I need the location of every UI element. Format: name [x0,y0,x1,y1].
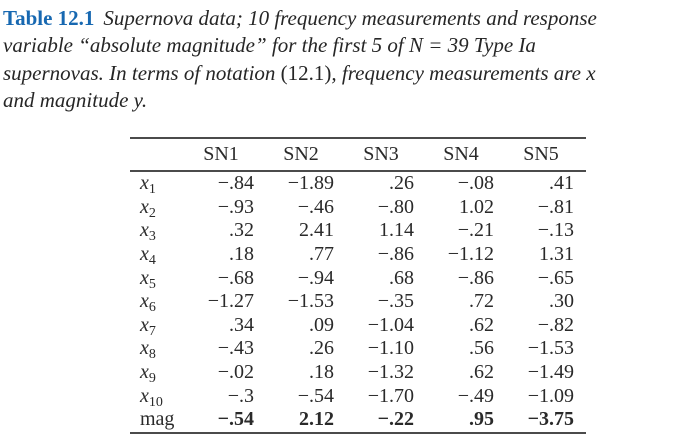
cell-value: .62 [469,313,494,336]
caption-line-3: supernovas. In terms of notation (12.1),… [3,60,677,87]
cell-value: −1.49 [527,361,574,384]
cell-value: −.02 [217,361,254,384]
cell-value: −.54 [297,384,334,407]
cell-value: −1.27 [207,290,254,313]
cell-value: −.94 [297,266,334,289]
cell-value: .18 [309,361,334,384]
cell-value: −.81 [537,195,574,218]
cell-value: −.35 [377,290,414,313]
cell-value: .68 [389,266,414,289]
cell-value: .62 [469,361,494,384]
table-row: x5 −.68 −.94 .68 −.86 −.65 [130,266,586,292]
cell-value: −.13 [537,219,574,242]
cell-value: −.68 [217,266,254,289]
row-label: x2 [140,195,156,221]
cell-value: .09 [309,313,334,336]
cell-value: .26 [389,172,414,195]
cell-value: .34 [229,313,254,336]
cell-value: .18 [229,243,254,266]
cell-value: −.80 [377,195,414,218]
cell-value: 2.12 [299,408,334,431]
cell-value: .41 [549,172,574,195]
caption-line-4: and magnitude y. [3,88,148,113]
cell-value: −1.89 [287,172,334,195]
cell-value: −.84 [217,172,254,195]
table-row: x1 −.84 −1.89 .26 −.08 .41 [130,171,586,198]
cell-value: −.65 [537,266,574,289]
column-header-sn1: SN1 [186,138,266,172]
row-label: x6 [140,290,156,316]
table-row: x10 −.3 −.54 −1.70 −.49 −1.09 [130,384,586,410]
cell-value: −.82 [537,313,574,336]
table-caption: Table 12.1 Supernova data; 10 frequency m… [3,5,677,115]
cell-value: −.43 [217,337,254,360]
row-label: x5 [140,266,156,292]
table-row: x8 −.43 .26 −1.10 .56 −1.53 [130,337,586,363]
table-number-label: Table 12.1 [3,6,95,30]
cell-value: −1.32 [367,361,414,384]
cell-value: −.93 [217,195,254,218]
column-header-sn5: SN5 [506,138,586,172]
cell-value: −1.70 [367,384,414,407]
row-label: mag [140,408,175,431]
table-row: x4 .18 .77 −.86 −1.12 1.31 [130,243,586,269]
cell-value: −1.10 [367,337,414,360]
cell-value: −.08 [457,172,494,195]
supernova-data-table: SN1 SN2 SN3 SN4 SN5 x1 −.84 −1.89 .26 −.08 .4… [130,137,586,434]
cell-value: −.49 [457,384,494,407]
header-row: SN1 SN2 SN3 SN4 SN5 [130,138,586,172]
table-row: x9 −.02 .18 −1.32 .62 −1.49 [130,361,586,387]
cell-value: .72 [469,290,494,313]
caption-text-3a: supernovas. In terms of notation [3,60,281,85]
cell-value: .26 [309,337,334,360]
cell-value: −1.12 [447,243,494,266]
cell-value: −.86 [377,243,414,266]
cell-value: 1.14 [379,219,414,242]
table-row: x3 .32 2.41 1.14 −.21 −.13 [130,219,586,245]
cell-value: .95 [469,408,494,431]
cell-value: −.54 [217,408,254,431]
cell-value: .30 [549,290,574,313]
cell-value: −.22 [377,408,414,431]
cell-value: 1.02 [459,195,494,218]
table-row: x7 .34 .09 −1.04 .62 −.82 [130,313,586,339]
row-label: x7 [140,313,156,339]
row-label: x10 [140,384,163,410]
column-header-sn3: SN3 [346,138,426,172]
row-label: x3 [140,219,156,245]
column-header-sn2: SN2 [266,138,346,172]
cell-value: .56 [469,337,494,360]
caption-line-2: variable “absolute magnitude” for the fi… [3,33,536,58]
row-label: x1 [140,172,156,198]
table-row: x6 −1.27 −1.53 −.35 .72 .30 [130,290,586,316]
cell-value: .32 [229,219,254,242]
table-row: x2 −.93 −.46 −.80 1.02 −.81 [130,195,586,221]
caption-text-3b: , frequency measurements are x [331,60,596,85]
equation-reference: (12.1) [280,60,332,85]
cell-value: .77 [309,243,334,266]
cell-value: −1.09 [527,384,574,407]
cell-value: 2.41 [299,219,334,242]
cell-value: 1.31 [539,243,574,266]
caption-text-1: Supernova data; 10 frequency measurement… [103,6,597,30]
caption-line-1: Table 12.1 Supernova data; 10 frequency m… [3,5,677,32]
row-label: x9 [140,361,156,387]
column-header-sn4: SN4 [426,138,506,172]
row-label: x8 [140,337,156,363]
cell-value: −3.75 [527,408,574,431]
header-corner-cell [130,138,186,172]
cell-value: −.46 [297,195,334,218]
cell-value: −1.04 [367,313,414,336]
cell-value: −1.53 [287,290,334,313]
table-row: mag −.54 2.12 −.22 .95 −3.75 [130,408,586,433]
cell-value: −.3 [227,384,254,407]
cell-value: −1.53 [527,337,574,360]
cell-value: −.86 [457,266,494,289]
cell-value: −.21 [457,219,494,242]
table-body: x1 −.84 −1.89.26 −.08.41 x2 −.93 −.46 −.80 1.02−… [130,171,586,433]
row-label: x4 [140,243,156,269]
